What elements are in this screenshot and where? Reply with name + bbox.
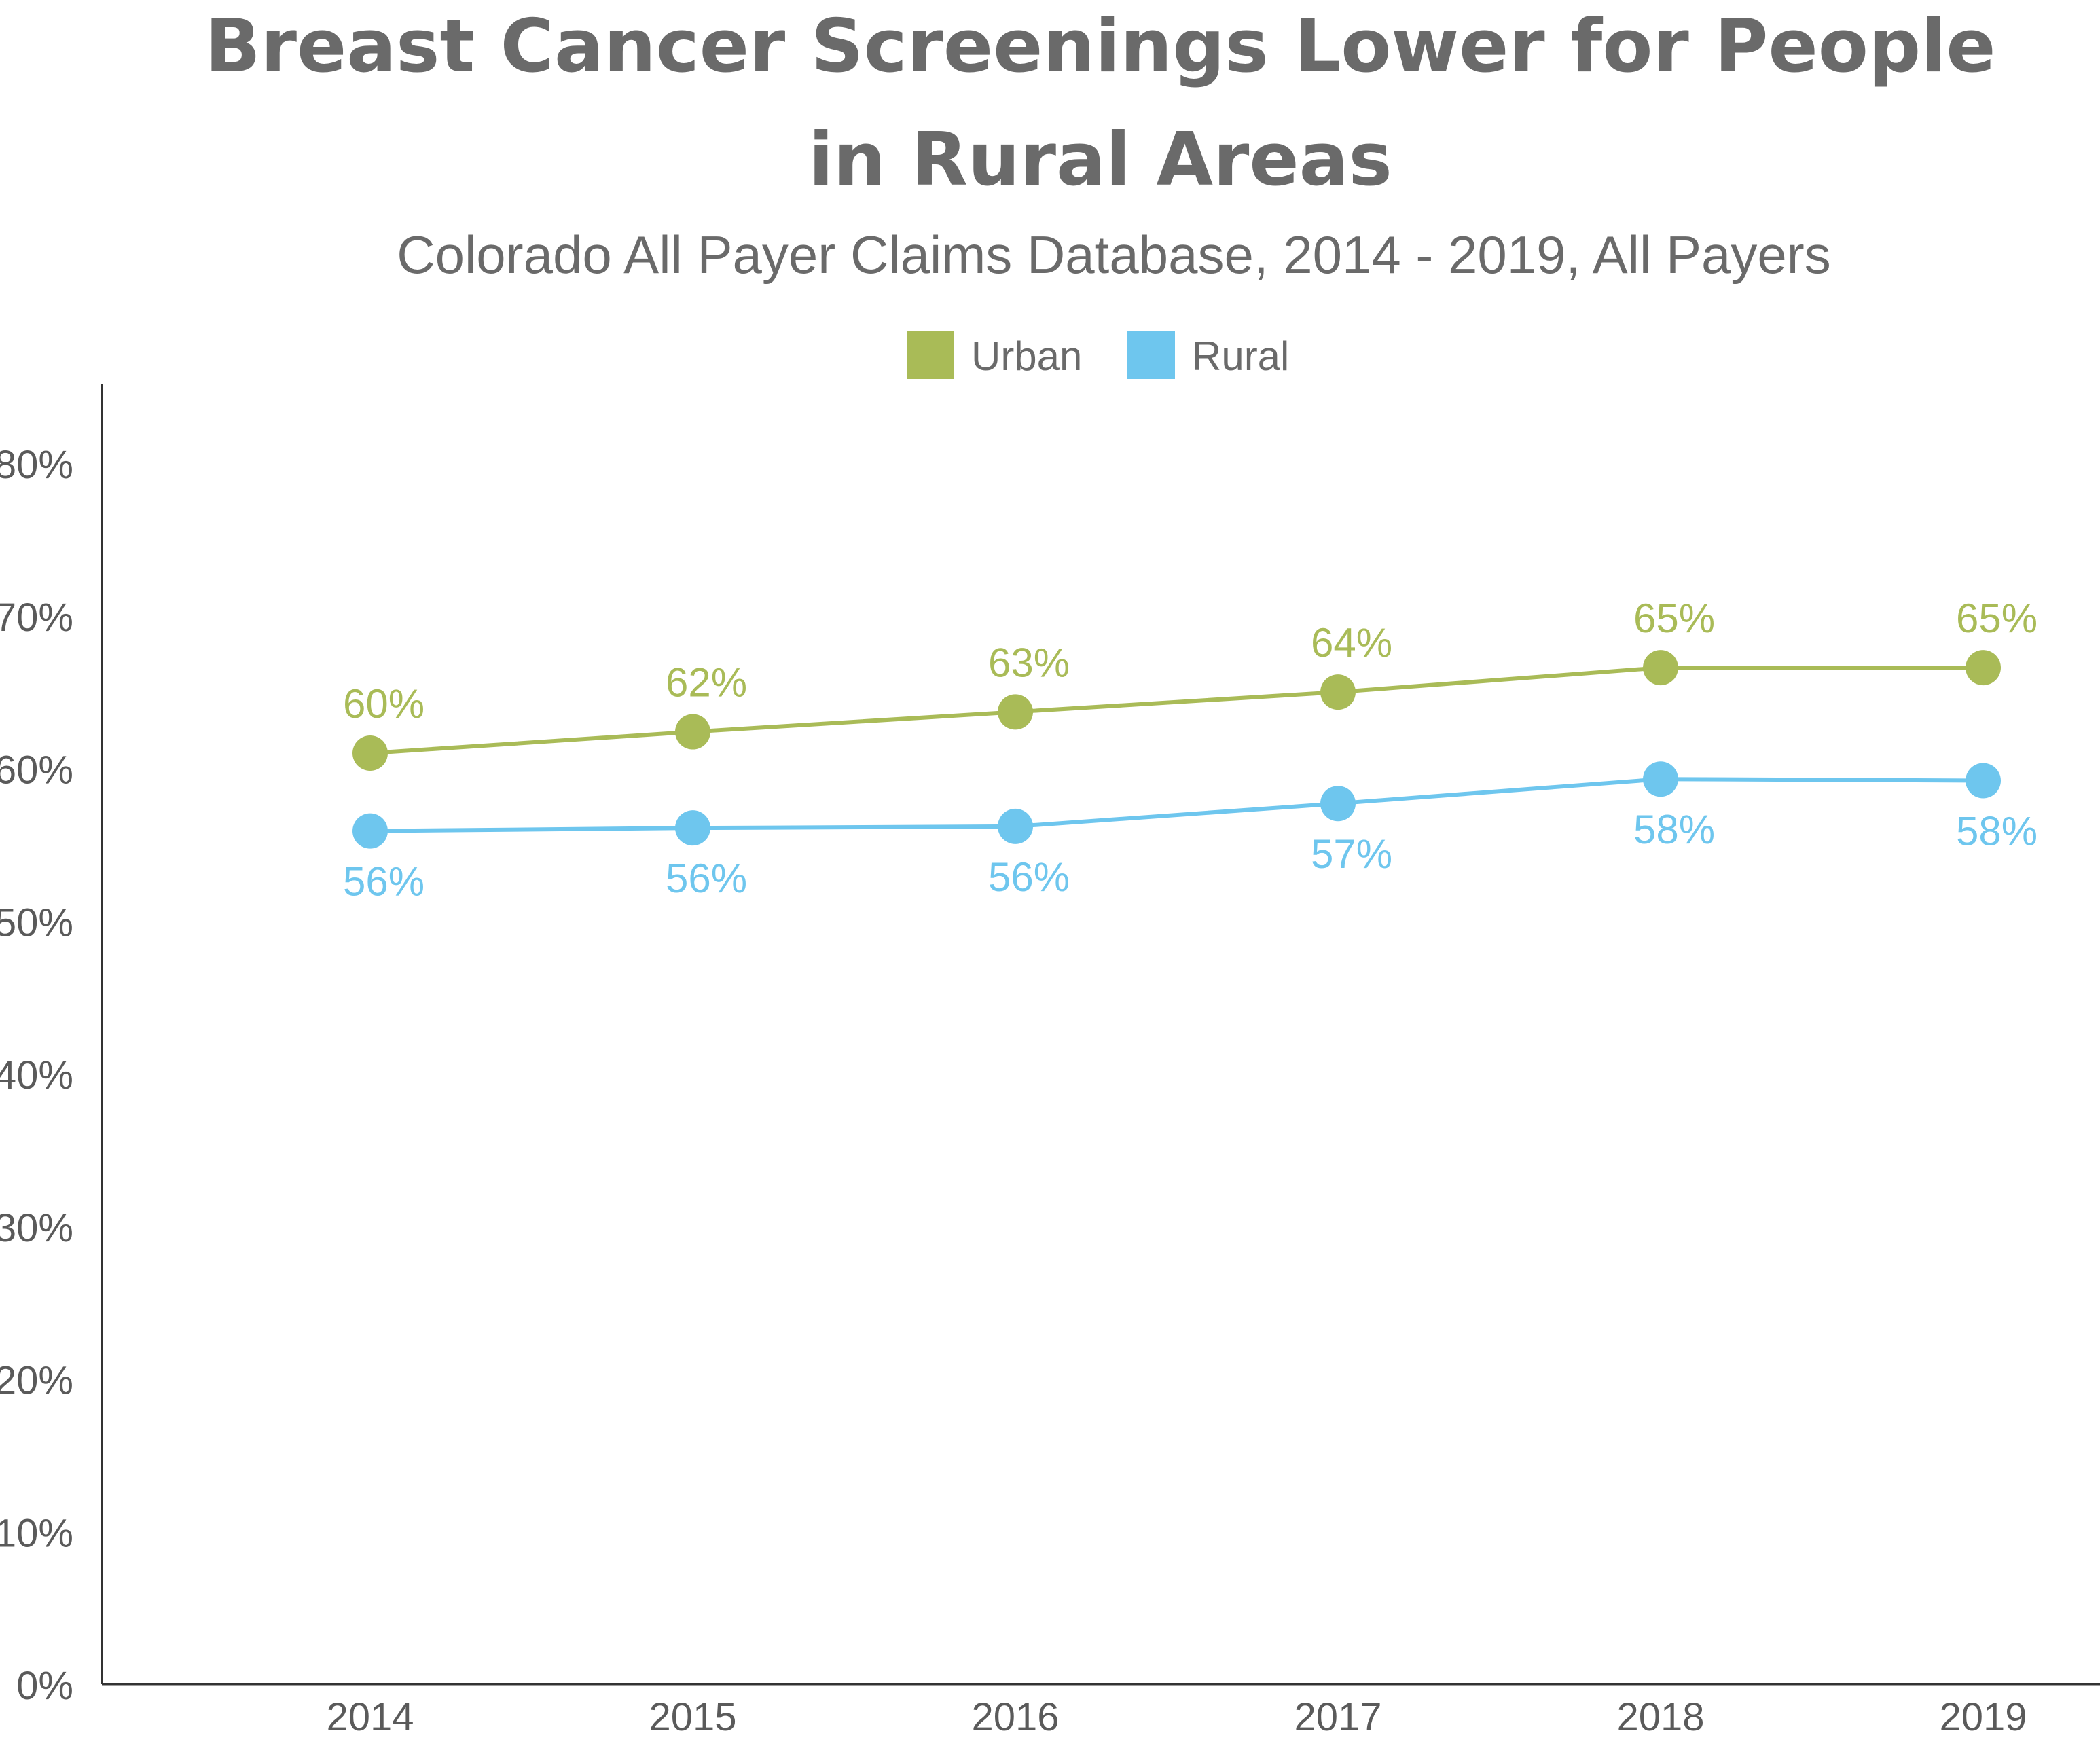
data-point-urban (1643, 650, 1678, 686)
y-tick-label: 80% (0, 443, 73, 487)
legend: Urban Rural (907, 331, 1289, 379)
data-label-urban: 60% (343, 681, 424, 727)
data-label-urban: 65% (1956, 596, 2038, 641)
y-tick-label: 70% (0, 596, 73, 640)
x-tick-label: 2018 (1616, 1695, 1704, 1739)
data-point-rural (352, 813, 388, 849)
data-point-rural (1643, 761, 1678, 797)
data-label-rural: 56% (988, 854, 1070, 900)
data-label-urban: 65% (1633, 596, 1715, 641)
x-tick-label: 2016 (971, 1695, 1059, 1739)
legend-label-rural: Rural (1192, 333, 1289, 379)
y-tick-label: 10% (0, 1511, 73, 1555)
data-label-rural: 56% (666, 856, 747, 901)
x-tick-label: 2017 (1294, 1695, 1381, 1739)
chart-title-line-1: Breast Cancer Screenings Lower for Peopl… (204, 4, 1995, 89)
series-layer: 60% 62% 63% 64% 65% 65% 56% 56% 56% 57% 58% 58% (343, 596, 2038, 904)
data-point-rural (675, 810, 710, 846)
y-tick-label: 0% (16, 1664, 73, 1708)
series-line-rural (369, 777, 1984, 833)
legend-swatch-rural (1127, 331, 1175, 379)
series-line-urban (369, 666, 1983, 756)
data-point-urban (352, 735, 388, 771)
data-label-rural: 58% (1956, 808, 2038, 854)
data-point-rural (1966, 763, 2001, 799)
data-point-urban (675, 714, 710, 750)
data-point-rural (1320, 786, 1356, 822)
x-axis-ticks: 2014 2015 2016 2017 2018 2019 (326, 1695, 2027, 1739)
data-point-urban (998, 694, 1033, 730)
data-label-urban: 62% (666, 660, 747, 706)
y-tick-label: 20% (0, 1359, 73, 1403)
legend-label-urban: Urban (971, 333, 1082, 379)
chart-title-line-2: in Rural Areas (808, 117, 1392, 202)
y-tick-label: 50% (0, 900, 73, 945)
data-label-rural: 57% (1311, 831, 1392, 877)
data-label-urban: 64% (1311, 620, 1392, 666)
y-tick-label: 60% (0, 748, 73, 793)
y-tick-label: 30% (0, 1206, 73, 1250)
x-tick-label: 2015 (649, 1695, 736, 1739)
legend-swatch-urban (907, 331, 954, 379)
chart-subtitle: Colorado All Payer Claims Database, 2014… (397, 225, 1830, 285)
data-point-urban (1966, 650, 2001, 686)
data-label-rural: 56% (343, 859, 424, 905)
y-tick-label: 40% (0, 1053, 73, 1097)
data-point-rural (998, 808, 1033, 844)
data-point-urban (1320, 674, 1356, 710)
data-label-rural: 58% (1633, 807, 1715, 852)
x-tick-label: 2019 (1939, 1695, 2027, 1739)
y-axis-ticks: 0% 10% 20% 30% 40% 50% 60% 70% 80% (0, 443, 73, 1708)
x-tick-label: 2014 (326, 1695, 414, 1739)
data-label-urban: 63% (988, 640, 1070, 685)
